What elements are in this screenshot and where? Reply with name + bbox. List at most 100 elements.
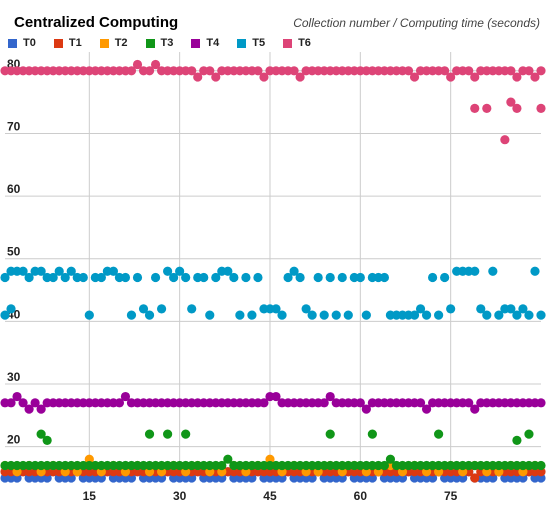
data-point [6, 398, 16, 408]
grid-lines [5, 52, 541, 478]
legend-swatch [191, 38, 201, 48]
data-point [54, 266, 64, 276]
legend-item-t0: T0 [8, 37, 36, 49]
legend-item-t6: T6 [283, 37, 311, 49]
data-point [488, 266, 498, 276]
data-point [259, 398, 269, 408]
legend-label: T0 [23, 37, 36, 49]
data-point [307, 310, 317, 320]
data-point [205, 310, 215, 320]
data-point [446, 304, 456, 314]
data-point [512, 103, 522, 113]
legend-swatch [283, 38, 293, 48]
data-point [169, 272, 179, 283]
data-point [36, 266, 46, 276]
data-point [536, 398, 546, 408]
data-point [96, 272, 106, 283]
data-point [524, 66, 534, 76]
legend-swatch [99, 38, 109, 48]
legend-label: T4 [206, 37, 220, 49]
data-point [434, 429, 444, 439]
data-point [60, 272, 70, 283]
data-point [421, 310, 432, 320]
data-point [120, 272, 131, 283]
data-point [379, 460, 390, 471]
data-point [409, 72, 420, 82]
data-point [440, 272, 450, 283]
y-tick-label: 70 [7, 119, 21, 133]
data-point [331, 310, 341, 320]
data-point [163, 266, 173, 276]
data-point [482, 103, 492, 113]
data-point [18, 398, 28, 408]
data-point [482, 310, 492, 320]
data-point [295, 72, 305, 82]
data-point [464, 66, 474, 76]
data-point [470, 473, 480, 483]
data-point [175, 266, 185, 276]
data-point [512, 72, 522, 82]
data-point [524, 310, 534, 320]
data-point [181, 429, 191, 439]
data-point [223, 266, 233, 276]
data-point [470, 404, 480, 414]
y-tick-label: 60 [7, 182, 21, 196]
data-point [120, 391, 131, 402]
data-point [24, 404, 34, 414]
data-point [512, 435, 522, 446]
data-point [536, 66, 546, 76]
data-point [66, 266, 76, 276]
data-point [229, 272, 239, 283]
data-point [187, 66, 197, 76]
data-point [36, 404, 46, 414]
data-point [536, 103, 546, 113]
data-point [427, 272, 438, 283]
data-point [470, 103, 480, 113]
data-point [199, 272, 209, 283]
data-point [343, 310, 353, 320]
x-tick-label: 60 [354, 489, 368, 503]
data-point [150, 272, 161, 283]
data-point [295, 272, 305, 283]
legend-item-t5: T5 [237, 37, 265, 49]
data-point [78, 272, 88, 283]
data-point [506, 304, 516, 314]
data-point [470, 266, 480, 276]
data-point [409, 310, 420, 320]
series-t5 [0, 266, 546, 320]
data-point [494, 310, 504, 320]
data-point [283, 272, 293, 283]
chart-subtitle: Collection number / Computing time (seco… [293, 16, 540, 30]
data-point [512, 310, 522, 320]
x-tick-label: 15 [83, 489, 97, 503]
x-tick-label: 75 [444, 489, 458, 503]
series-t6 [0, 59, 546, 145]
data-point [126, 310, 137, 320]
data-point [42, 435, 52, 446]
data-point [6, 304, 16, 314]
data-point [446, 72, 456, 82]
data-point [319, 398, 329, 408]
data-point [24, 272, 34, 283]
data-point [271, 391, 281, 402]
y-tick-label: 20 [7, 433, 21, 447]
data-point [235, 310, 245, 320]
data-point [114, 398, 125, 408]
data-point [0, 272, 10, 283]
data-point [470, 72, 480, 82]
legend-label: T2 [114, 37, 128, 49]
y-tick-label: 50 [7, 245, 21, 259]
data-point [434, 310, 444, 320]
data-point [500, 135, 510, 145]
data-point [108, 266, 119, 276]
data-point [144, 310, 155, 320]
data-point [464, 398, 474, 408]
data-point [289, 266, 299, 276]
chart-title: Centralized Computing [14, 14, 179, 31]
data-point [530, 72, 540, 82]
data-point [187, 304, 197, 314]
data-point [0, 310, 10, 320]
data-point [156, 304, 167, 314]
data-point [30, 398, 40, 408]
